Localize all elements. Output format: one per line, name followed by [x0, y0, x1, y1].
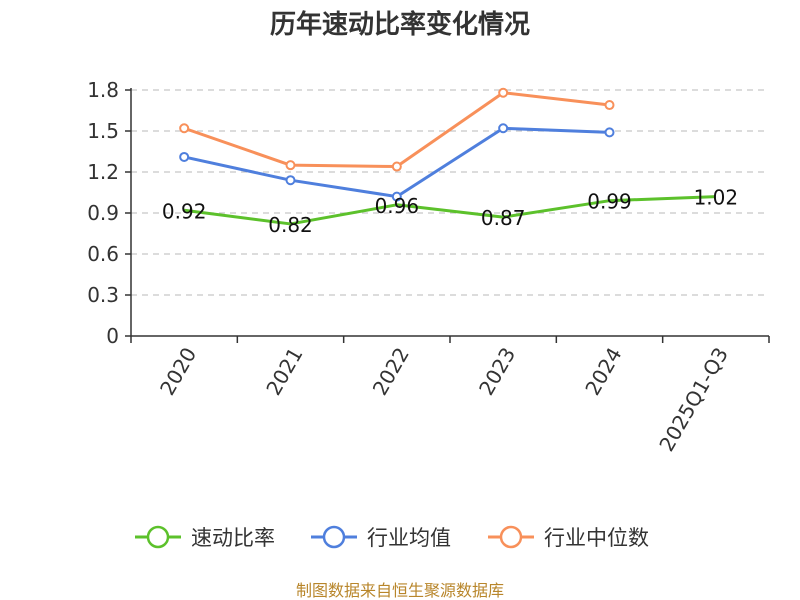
source-note: 制图数据来自恒生聚源数据库 — [296, 581, 504, 600]
y-tick-label: 1.2 — [87, 160, 119, 184]
legend[interactable]: 速动比率 行业均值 行业中位数 — [135, 525, 649, 550]
data-point — [285, 160, 296, 171]
data-point — [179, 123, 190, 134]
data-labels: 0.92 0.82 0.96 0.87 0.99 1.02 — [162, 186, 738, 237]
legend-item-0[interactable]: 速动比率 — [135, 525, 275, 550]
legend-marker — [322, 525, 346, 549]
data-label: 0.87 — [481, 206, 526, 230]
data-label: 0.96 — [375, 194, 420, 218]
x-tick-label: 2025Q1-Q3 — [654, 343, 733, 455]
legend-item-2[interactable]: 行业中位数 — [488, 525, 649, 550]
legend-item-1[interactable]: 行业均值 — [311, 525, 451, 550]
legend-marker — [146, 525, 170, 549]
grid-lines — [131, 89, 769, 296]
y-tick-label: 0.3 — [87, 283, 119, 307]
axes: 0 0.3 0.6 0.9 1.2 1.5 1.8 2020 2021 2022 2023 2024 2… — [87, 78, 770, 456]
x-tick-label: 2023 — [474, 343, 520, 399]
legend-marker — [499, 525, 523, 549]
data-point — [604, 127, 615, 138]
x-tick-label: 2020 — [155, 343, 201, 399]
data-point — [391, 191, 402, 202]
chart-title: 历年速动比率变化情况 — [270, 9, 530, 40]
y-tick-label: 0.6 — [87, 242, 119, 266]
data-point — [498, 87, 509, 98]
y-tick-label: 1.5 — [87, 119, 119, 143]
x-tick-label: 2022 — [368, 343, 414, 399]
legend-label: 行业中位数 — [544, 526, 649, 550]
legend-label: 行业均值 — [367, 526, 451, 550]
series-line-0 — [183, 195, 716, 226]
y-tick-label: 1.8 — [87, 78, 119, 102]
data-label: 1.02 — [694, 186, 739, 210]
x-tick-label: 2024 — [580, 343, 626, 399]
y-tick-label: 0 — [106, 324, 119, 348]
data-label: 0.99 — [587, 190, 632, 214]
data-point — [285, 175, 296, 186]
data-point — [498, 123, 509, 134]
data-point — [179, 151, 190, 162]
data-point — [391, 161, 402, 172]
data-label: 0.92 — [162, 199, 207, 223]
data-point — [604, 100, 615, 111]
x-tick-label: 2021 — [261, 343, 307, 399]
data-label: 0.82 — [268, 213, 313, 237]
legend-label: 速动比率 — [191, 526, 275, 550]
series-layer — [179, 87, 716, 226]
y-tick-label: 0.9 — [87, 201, 119, 225]
